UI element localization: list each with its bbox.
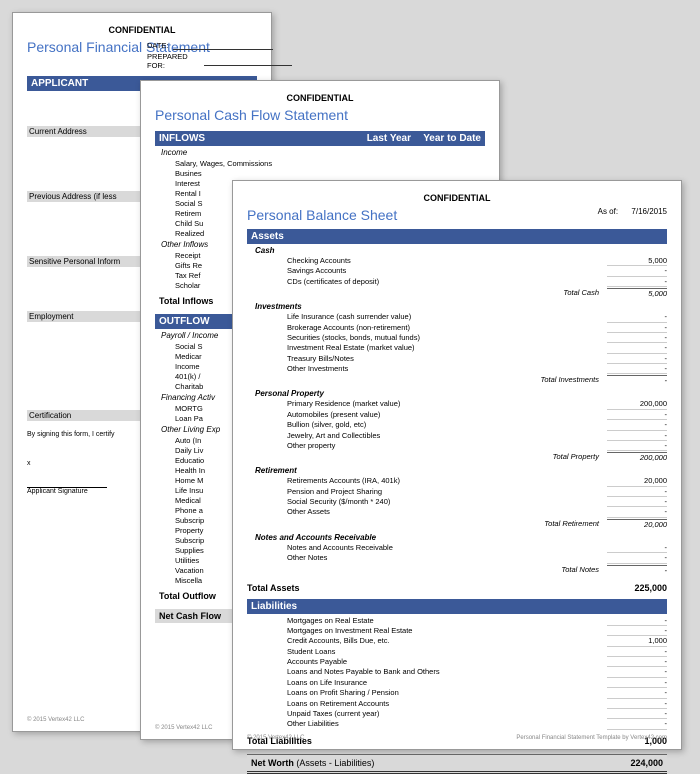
liability-row: Credit Accounts, Bills Due, etc.1,000 bbox=[247, 636, 667, 646]
asset-row: Bullion (silver, gold, etc)- bbox=[247, 420, 667, 430]
sheet2-title: Personal Cash Flow Statement bbox=[155, 107, 485, 123]
assets-header: Assets bbox=[247, 229, 667, 244]
line-item: Salary, Wages, Commissions bbox=[155, 158, 485, 168]
subtotal-row: Total Property200,000 bbox=[247, 451, 667, 464]
group-label: Cash bbox=[247, 244, 667, 256]
copyright: © 2015 Vertex42 LLC bbox=[247, 735, 304, 741]
subtotal-row: Total Cash5,000 bbox=[247, 287, 667, 300]
liability-row: Loans and Notes Payable to Bank and Othe… bbox=[247, 667, 667, 677]
total-assets: Total Assets 225,000 bbox=[247, 581, 667, 595]
asset-row: Notes and Accounts Receivable- bbox=[247, 543, 667, 553]
asset-row: Pension and Project Sharing- bbox=[247, 487, 667, 497]
asset-row: Social Security ($/month * 240)- bbox=[247, 497, 667, 507]
net-worth: Net Worth (Assets - Liabilities) 224,000 bbox=[247, 754, 667, 774]
date-label: DATE: bbox=[147, 41, 169, 50]
confidential-label: CONFIDENTIAL bbox=[247, 193, 667, 203]
line-item: Busines bbox=[155, 168, 485, 178]
copyright: © 2015 Vertex42 LLC bbox=[27, 717, 84, 723]
liability-row: Loans on Life Insurance- bbox=[247, 678, 667, 688]
asset-row: Automobiles (present value)- bbox=[247, 410, 667, 420]
date-field[interactable] bbox=[173, 41, 273, 50]
confidential-label: CONFIDENTIAL bbox=[155, 93, 485, 103]
group-label: Notes and Accounts Receivable bbox=[247, 531, 667, 543]
liability-row: Loans on Retirement Accounts- bbox=[247, 699, 667, 709]
asof: As of: 7/16/2015 bbox=[598, 207, 667, 225]
asset-row: Retirements Accounts (IRA, 401k)20,000 bbox=[247, 476, 667, 486]
group-label: Retirement bbox=[247, 464, 667, 476]
asset-row: Other Investments- bbox=[247, 364, 667, 374]
liability-row: Mortgages on Investment Real Estate- bbox=[247, 626, 667, 636]
liability-row: Other Liabilities- bbox=[247, 719, 667, 729]
asset-row: Other Notes- bbox=[247, 553, 667, 563]
asset-row: CDs (certificates of deposit)- bbox=[247, 277, 667, 287]
group-label: Investments bbox=[247, 300, 667, 312]
asset-row: Jewelry, Art and Collectibles- bbox=[247, 431, 667, 441]
asset-row: Other property- bbox=[247, 441, 667, 451]
asset-row: Other Assets- bbox=[247, 507, 667, 517]
liability-row: Student Loans- bbox=[247, 647, 667, 657]
asset-row: Savings Accounts- bbox=[247, 266, 667, 276]
inflows-header: INFLOWS Last Year Year to Date bbox=[155, 131, 485, 146]
subtotal-row: Total Notes- bbox=[247, 564, 667, 577]
prepared-label: PREPARED FOR: bbox=[147, 52, 200, 70]
sheet3-title: Personal Balance Sheet bbox=[247, 207, 397, 223]
asset-row: Treasury Bills/Notes- bbox=[247, 354, 667, 364]
asset-row: Investment Real Estate (market value)- bbox=[247, 343, 667, 353]
asset-row: Life Insurance (cash surrender value)- bbox=[247, 312, 667, 322]
liabilities-header: Liabilities bbox=[247, 599, 667, 614]
asset-row: Brokerage Accounts (non-retirement)- bbox=[247, 323, 667, 333]
income-label: Income bbox=[161, 148, 485, 157]
confidential-label: CONFIDENTIAL bbox=[27, 25, 257, 35]
liability-row: Loans on Profit Sharing / Pension- bbox=[247, 688, 667, 698]
subtotal-row: Total Retirement20,000 bbox=[247, 518, 667, 531]
asset-row: Primary Residence (market value)200,000 bbox=[247, 399, 667, 409]
prepared-field[interactable] bbox=[204, 57, 292, 66]
asset-row: Securities (stocks, bonds, mutual funds)… bbox=[247, 333, 667, 343]
copyright: © 2015 Vertex42 LLC bbox=[155, 725, 212, 731]
asset-row: Checking Accounts5,000 bbox=[247, 256, 667, 266]
group-label: Personal Property bbox=[247, 387, 667, 399]
liability-row: Unpaid Taxes (current year)- bbox=[247, 709, 667, 719]
liability-row: Mortgages on Real Estate- bbox=[247, 616, 667, 626]
liability-row: Accounts Payable- bbox=[247, 657, 667, 667]
footer-link: Personal Financial Statement Template by… bbox=[516, 735, 667, 741]
subtotal-row: Total Investments- bbox=[247, 374, 667, 387]
sheet-balance: CONFIDENTIAL Personal Balance Sheet As o… bbox=[232, 180, 682, 750]
